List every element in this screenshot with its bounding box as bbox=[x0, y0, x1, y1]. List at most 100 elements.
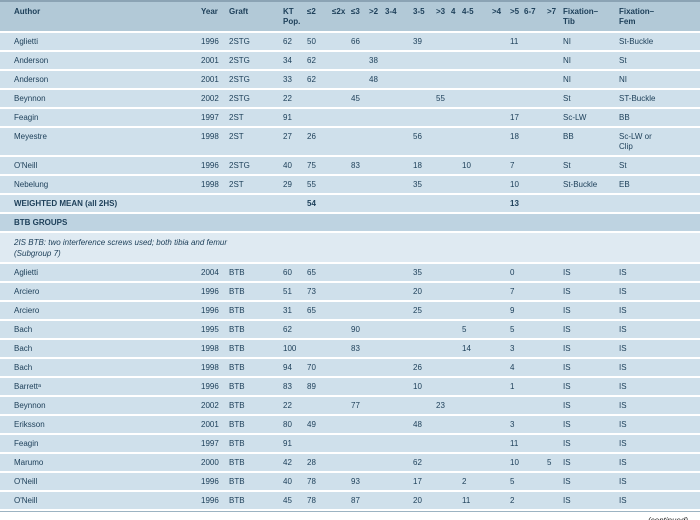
cell-gt4 bbox=[489, 397, 507, 416]
cell-graft: 2STG bbox=[226, 52, 280, 71]
cell-author: O'Neill bbox=[0, 473, 198, 492]
cell-author: Eriksson bbox=[0, 416, 198, 435]
cell-year: 1996 bbox=[198, 302, 226, 321]
cell-gt4 bbox=[489, 90, 507, 109]
cell-r4_5: 10 bbox=[459, 157, 489, 176]
cell-gt3 bbox=[433, 321, 448, 340]
cell-gt5: 3 bbox=[507, 416, 521, 435]
cell-r3_4 bbox=[382, 90, 410, 109]
cell-r6_7 bbox=[521, 90, 544, 109]
cell-r4_5 bbox=[459, 90, 489, 109]
table-row: Marumo 2000 BTB 42 28 62 10 5 IS IS bbox=[0, 454, 700, 473]
cell-gt7 bbox=[544, 33, 560, 52]
cell-le3 bbox=[348, 378, 366, 397]
cell-gt7 bbox=[544, 128, 560, 157]
cell-le2 bbox=[304, 90, 329, 109]
cell-gt7 bbox=[544, 492, 560, 511]
cell-kt_pop: 80 bbox=[280, 416, 304, 435]
cell-gt3: 23 bbox=[433, 397, 448, 416]
cell-gt3 bbox=[433, 435, 448, 454]
cell-gt5 bbox=[507, 397, 521, 416]
cell-le2: 73 bbox=[304, 283, 329, 302]
cell-fix_fem: IS bbox=[616, 264, 700, 283]
column-header-gt3: >3 bbox=[433, 2, 448, 33]
cell-author: Beynnon bbox=[0, 397, 198, 416]
column-header-r3_5: 3-5 bbox=[410, 2, 433, 33]
cell-r4 bbox=[448, 176, 459, 195]
cell-gt7 bbox=[544, 397, 560, 416]
results-table: Author Year Graft KT Pop. ≤2 ≤2x ≤3 >2 3-4 3-5 >3 4… bbox=[0, 2, 700, 511]
cell-fix_fem: IS bbox=[616, 473, 700, 492]
cell-year: 1998 bbox=[198, 359, 226, 378]
cell-le2x bbox=[329, 264, 348, 283]
cell-r4 bbox=[448, 157, 459, 176]
cell-gt4 bbox=[489, 359, 507, 378]
cell-r4_5: 5 bbox=[459, 321, 489, 340]
cell-gt2 bbox=[366, 109, 382, 128]
cell-kt_pop: 91 bbox=[280, 435, 304, 454]
cell-r4 bbox=[448, 264, 459, 283]
cell-r3_5: 18 bbox=[410, 157, 433, 176]
cell-kt_pop: 62 bbox=[280, 321, 304, 340]
cell-r3_5: 26 bbox=[410, 359, 433, 378]
cell-r6_7 bbox=[521, 378, 544, 397]
cell-gt7 bbox=[544, 340, 560, 359]
cell-le3: 77 bbox=[348, 397, 366, 416]
table-row: O'Neill 1996 2STG 40 75 83 18 10 7 St St bbox=[0, 157, 700, 176]
cell-author: Aglietti bbox=[0, 264, 198, 283]
cell-r3_5 bbox=[410, 340, 433, 359]
cell-gt4 bbox=[489, 71, 507, 90]
cell-r6_7 bbox=[521, 416, 544, 435]
cell-gt4 bbox=[489, 33, 507, 52]
cell-r3_5: 62 bbox=[410, 454, 433, 473]
cell-gt5: 5 bbox=[507, 473, 521, 492]
table-row: Beynnon 2002 BTB 22 77 23 IS IS bbox=[0, 397, 700, 416]
cell-gt3 bbox=[433, 283, 448, 302]
table-header-row: Author Year Graft KT Pop. ≤2 ≤2x ≤3 >2 3-4 3-5 >3 4… bbox=[0, 2, 700, 33]
cell-r6_7 bbox=[521, 321, 544, 340]
cell-year: 1997 bbox=[198, 109, 226, 128]
cell-fix_fem: IS bbox=[616, 321, 700, 340]
cell-fix_fem: IS bbox=[616, 378, 700, 397]
cell-r4 bbox=[448, 128, 459, 157]
cell-r6_7 bbox=[521, 283, 544, 302]
cell-r3_5 bbox=[410, 321, 433, 340]
cell-gt5: 0 bbox=[507, 264, 521, 283]
cell-r4 bbox=[448, 359, 459, 378]
cell-gt7 bbox=[544, 195, 560, 214]
cell-author: Aglietti bbox=[0, 33, 198, 52]
cell-gt5: 5 bbox=[507, 321, 521, 340]
cell-year: 1998 bbox=[198, 176, 226, 195]
cell-gt2 bbox=[366, 492, 382, 511]
cell-le2: 65 bbox=[304, 264, 329, 283]
cell-graft bbox=[226, 195, 280, 214]
cell-gt3 bbox=[433, 109, 448, 128]
cell-gt7 bbox=[544, 176, 560, 195]
cell-fix_fem: IS bbox=[616, 454, 700, 473]
cell-r6_7 bbox=[521, 340, 544, 359]
cell-graft: BTB bbox=[226, 473, 280, 492]
cell-graft: BTB bbox=[226, 397, 280, 416]
cell-r3_4 bbox=[382, 109, 410, 128]
cell-r6_7 bbox=[521, 52, 544, 71]
cell-r3_5: 48 bbox=[410, 416, 433, 435]
cell-le2: 26 bbox=[304, 128, 329, 157]
cell-author: Anderson bbox=[0, 71, 198, 90]
cell-gt5 bbox=[507, 52, 521, 71]
cell-r3_5 bbox=[410, 435, 433, 454]
cell-r6_7 bbox=[521, 302, 544, 321]
column-header-gt2: >2 bbox=[366, 2, 382, 33]
table-row: Feagin 1997 2ST 91 17 Sc-LW BB bbox=[0, 109, 700, 128]
cell-r3_4 bbox=[382, 492, 410, 511]
cell-r3_4 bbox=[382, 33, 410, 52]
cell-fix_tib: NI bbox=[560, 71, 616, 90]
cell-r4_5 bbox=[459, 283, 489, 302]
cell-kt_pop bbox=[280, 195, 304, 214]
table-row: Anderson 2001 2STG 34 62 38 NI St bbox=[0, 52, 700, 71]
cell-kt_pop: 62 bbox=[280, 33, 304, 52]
table-row: Bach 1998 BTB 100 83 14 3 IS IS bbox=[0, 340, 700, 359]
cell-le2: 62 bbox=[304, 71, 329, 90]
cell-gt2 bbox=[366, 359, 382, 378]
table-row: Arciero 1996 BTB 51 73 20 7 IS IS bbox=[0, 283, 700, 302]
cell-gt4 bbox=[489, 109, 507, 128]
